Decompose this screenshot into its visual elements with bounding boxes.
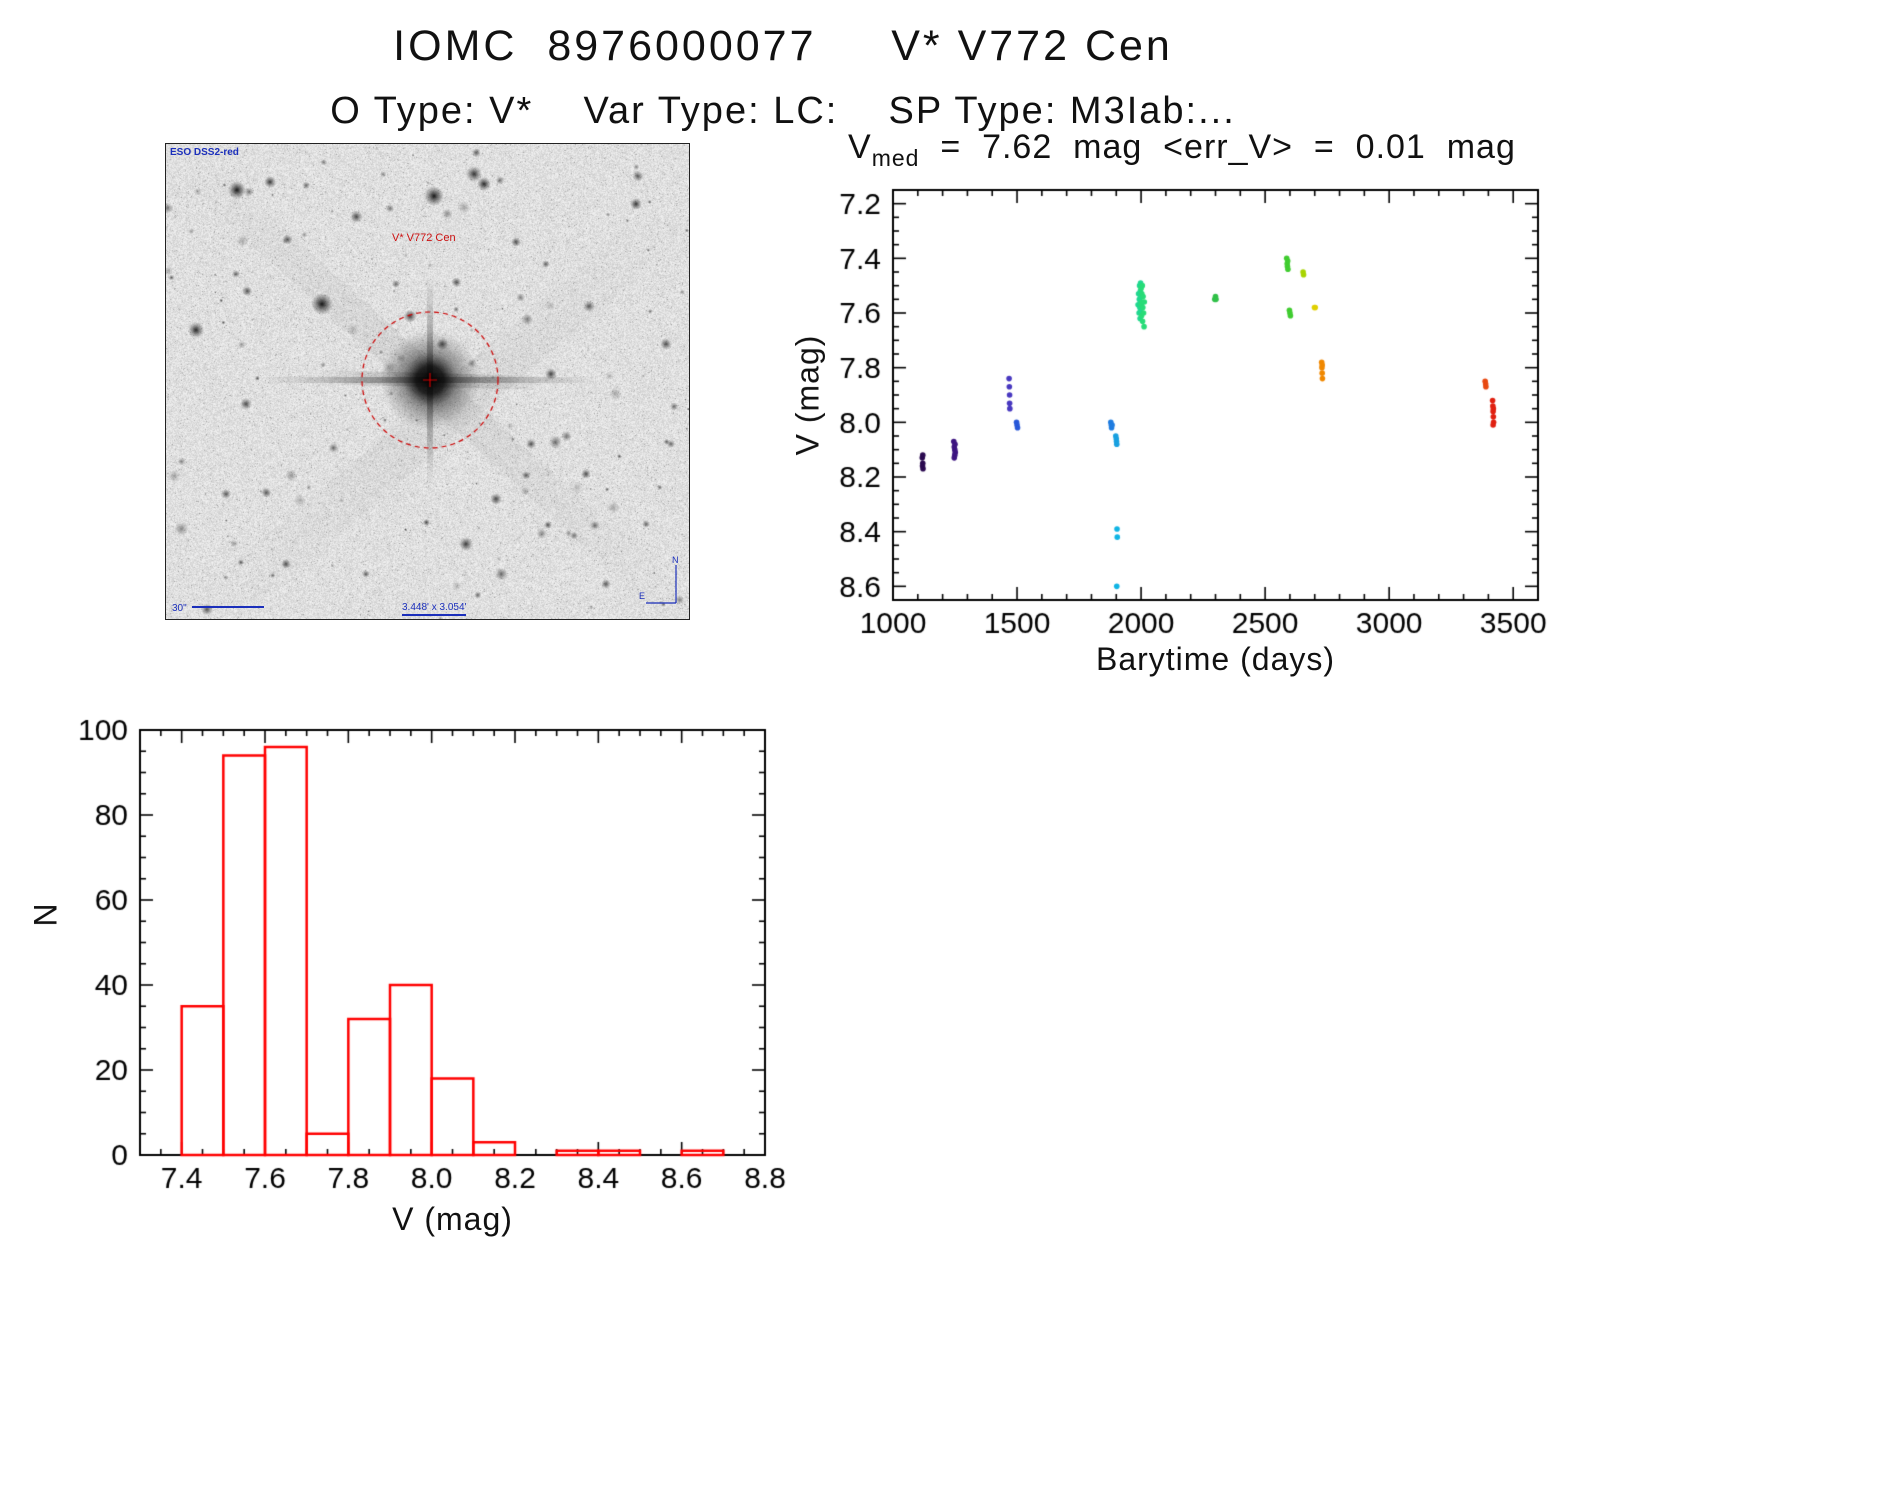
page-title: IOMC 8976000077 V* V772 Cen xyxy=(393,22,1173,70)
scale-label: 30" xyxy=(172,603,187,614)
histogram-xaxis-label: V (mag) xyxy=(392,1201,513,1237)
lightcurve-xaxis-label: Barytime (days) xyxy=(1095,641,1336,677)
compass-icon: N E xyxy=(639,555,685,611)
scale-bar: 30" xyxy=(172,603,264,614)
page-subtitle: O Type: V* Var Type: LC: SP Type: M3Iab:… xyxy=(330,90,1236,132)
lightcurve-yaxis-label: V (mag) xyxy=(789,334,826,456)
lightcurve-title-var: V xyxy=(848,128,872,166)
survey-label: ESO DSS2-red xyxy=(170,147,239,158)
compass-north-label: N xyxy=(672,555,679,565)
scale-bar-line xyxy=(191,606,264,608)
target-label: V* V772 Cen xyxy=(392,232,456,244)
lightcurve-plot xyxy=(780,140,1580,685)
finder-chart: ESO DSS2-red V* V772 Cen 30" 3.448' x 3.… xyxy=(165,143,690,620)
starfield-image xyxy=(166,144,689,619)
compass-svg: N E xyxy=(639,555,679,604)
field-size-label: 3.448' x 3.054' xyxy=(402,602,467,616)
compass-east-label: E xyxy=(639,591,645,601)
histogram-yaxis-label: N xyxy=(27,903,64,927)
histogram-plot xyxy=(20,700,820,1280)
lightcurve-title-sub: med xyxy=(871,144,920,171)
lightcurve-title-rest: = 7.62 mag <err_V> = 0.01 mag xyxy=(919,128,1516,166)
lightcurve-title: Vmed = 7.62 mag <err_V> = 0.01 mag xyxy=(848,128,1516,172)
